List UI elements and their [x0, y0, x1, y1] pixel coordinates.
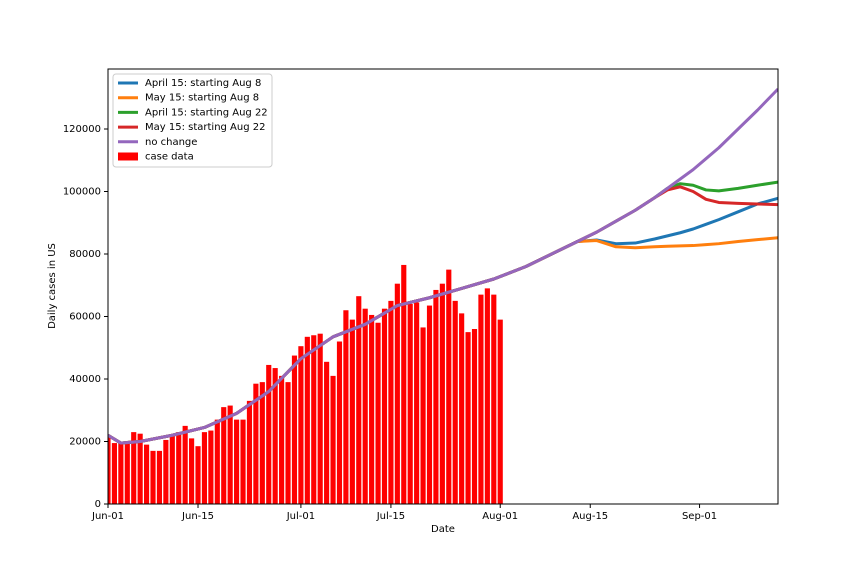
bar: [169, 435, 175, 504]
bar: [221, 407, 227, 504]
legend-label: case data: [145, 152, 194, 163]
legend-label: May 15: starting Aug 22: [145, 122, 266, 133]
bar: [137, 433, 143, 504]
y-tick-label: 60000: [69, 312, 101, 323]
bar: [201, 432, 208, 504]
bar: [124, 441, 130, 504]
bar: [362, 308, 368, 504]
bar: [195, 446, 201, 504]
bar: [491, 294, 497, 504]
legend-label: May 15: starting Aug 8: [145, 93, 259, 104]
bar: [407, 304, 413, 504]
x-tick-label: Sep-01: [682, 511, 717, 522]
bar: [108, 436, 111, 504]
x-tick-label: Jul-01: [286, 511, 315, 522]
bar: [208, 430, 214, 504]
x-tick-label: Jun-01: [91, 511, 124, 522]
bar: [433, 289, 439, 504]
bar: [234, 419, 240, 504]
bar: [253, 383, 259, 504]
bar: [478, 294, 484, 504]
bar: [266, 364, 272, 504]
y-tick-label: 20000: [69, 437, 101, 448]
bar: [246, 400, 253, 504]
bar: [414, 302, 420, 504]
bar: [330, 375, 336, 504]
legend-label: April 15: starting Aug 22: [145, 107, 268, 118]
legend-swatch: [118, 152, 138, 161]
bar: [189, 438, 195, 504]
bar: [240, 419, 246, 504]
plot-area: [108, 87, 778, 504]
legend-label: no change: [145, 137, 197, 148]
legend-box: [112, 73, 273, 168]
bar: [388, 300, 394, 504]
bar: [176, 432, 182, 504]
y-tick-label: 120000: [63, 124, 101, 135]
bar: [452, 300, 458, 504]
bar: [446, 269, 452, 504]
bar: [459, 313, 465, 504]
bar: [131, 432, 137, 504]
bar: [420, 327, 426, 504]
bar: [471, 329, 478, 504]
legend-label: April 15: starting Aug 8: [145, 78, 261, 89]
bar: [401, 264, 407, 504]
bar: [259, 382, 265, 504]
bar: [163, 439, 169, 504]
bar: [381, 308, 388, 504]
axes-frame: [107, 68, 779, 505]
bar: [484, 288, 490, 504]
bar: [349, 319, 355, 504]
bar: [324, 361, 330, 504]
x-tick-label: Jun-15: [181, 511, 214, 522]
bar: [279, 375, 285, 504]
bar: [311, 335, 317, 504]
bar: [336, 341, 343, 504]
bar: [156, 450, 163, 504]
bar: [394, 283, 400, 504]
y-tick-label: 40000: [69, 374, 101, 385]
y-tick-label: 0: [95, 499, 101, 510]
bar: [369, 314, 375, 504]
bar: [118, 443, 124, 504]
x-axis-label: Date: [431, 524, 455, 535]
bar: [317, 333, 323, 504]
bar: [227, 405, 233, 504]
x-tick-label: Jul-15: [376, 511, 405, 522]
y-tick-label: 80000: [69, 249, 101, 260]
bar: [426, 305, 433, 504]
bar: [304, 336, 310, 504]
bar: [111, 443, 118, 504]
bar: [291, 355, 298, 504]
bar: [182, 425, 188, 504]
bar: [285, 382, 291, 504]
x-tick-label: Aug-01: [482, 511, 518, 522]
line: [108, 87, 778, 445]
bar: [439, 283, 445, 504]
bar: [497, 319, 503, 504]
bar: [150, 450, 156, 504]
bar: [375, 322, 381, 504]
bar: [356, 296, 362, 504]
bar: [465, 332, 471, 504]
bar: [298, 346, 304, 504]
y-tick-label: 100000: [63, 187, 101, 198]
y-axis-label: Daily cases in US: [47, 243, 58, 329]
x-tick-label: Aug-15: [572, 511, 608, 522]
bar: [272, 368, 278, 504]
bar: [144, 444, 150, 504]
bar: [343, 310, 349, 504]
bar: [214, 419, 220, 504]
